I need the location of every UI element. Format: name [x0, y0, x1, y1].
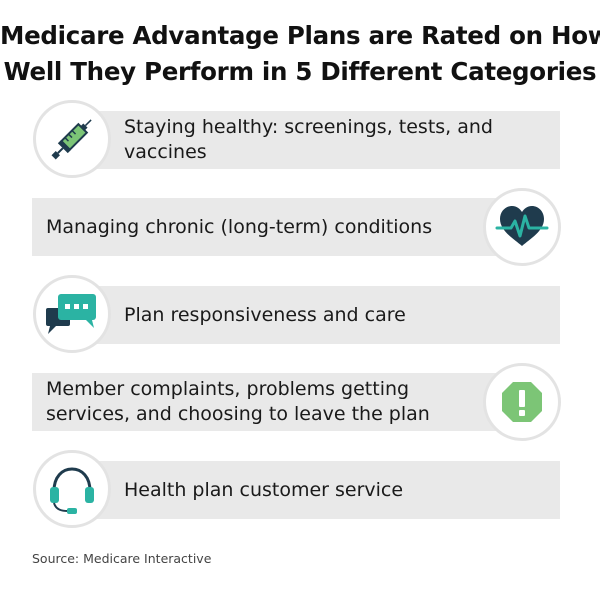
category-label: Staying healthy: screenings, tests, and …: [124, 116, 493, 163]
category-label: Member complaints, problems getting serv…: [46, 378, 430, 425]
page-title: Medicare Advantage Plans are Rated on Ho…: [0, 18, 600, 90]
category-bar-customer-service: Health plan customer service: [70, 461, 560, 519]
syringe-icon: [33, 100, 111, 178]
category-label: Plan responsiveness and care: [124, 303, 406, 326]
category-bar-complaints: Member complaints, problems getting serv…: [32, 373, 532, 431]
category-bar-responsiveness: Plan responsiveness and care: [70, 286, 560, 344]
category-bar-chronic-conditions: Managing chronic (long-term) conditions: [32, 198, 532, 256]
category-label: Health plan customer service: [124, 478, 404, 501]
title-line-1: Medicare Advantage Plans are Rated on Ho…: [0, 21, 600, 50]
category-label: Managing chronic (long-term) conditions: [46, 215, 433, 238]
title-line-2: Well They Perform in 5 Different Categor…: [3, 57, 597, 86]
source-note: Source: Medicare Interactive: [32, 551, 212, 566]
category-bar-staying-healthy: Staying healthy: screenings, tests, and …: [70, 111, 560, 169]
heartbeat-icon: [483, 188, 561, 266]
chat-bubbles-icon: [33, 275, 111, 353]
headset-icon: [33, 450, 111, 528]
warning-octagon-icon: [483, 363, 561, 441]
